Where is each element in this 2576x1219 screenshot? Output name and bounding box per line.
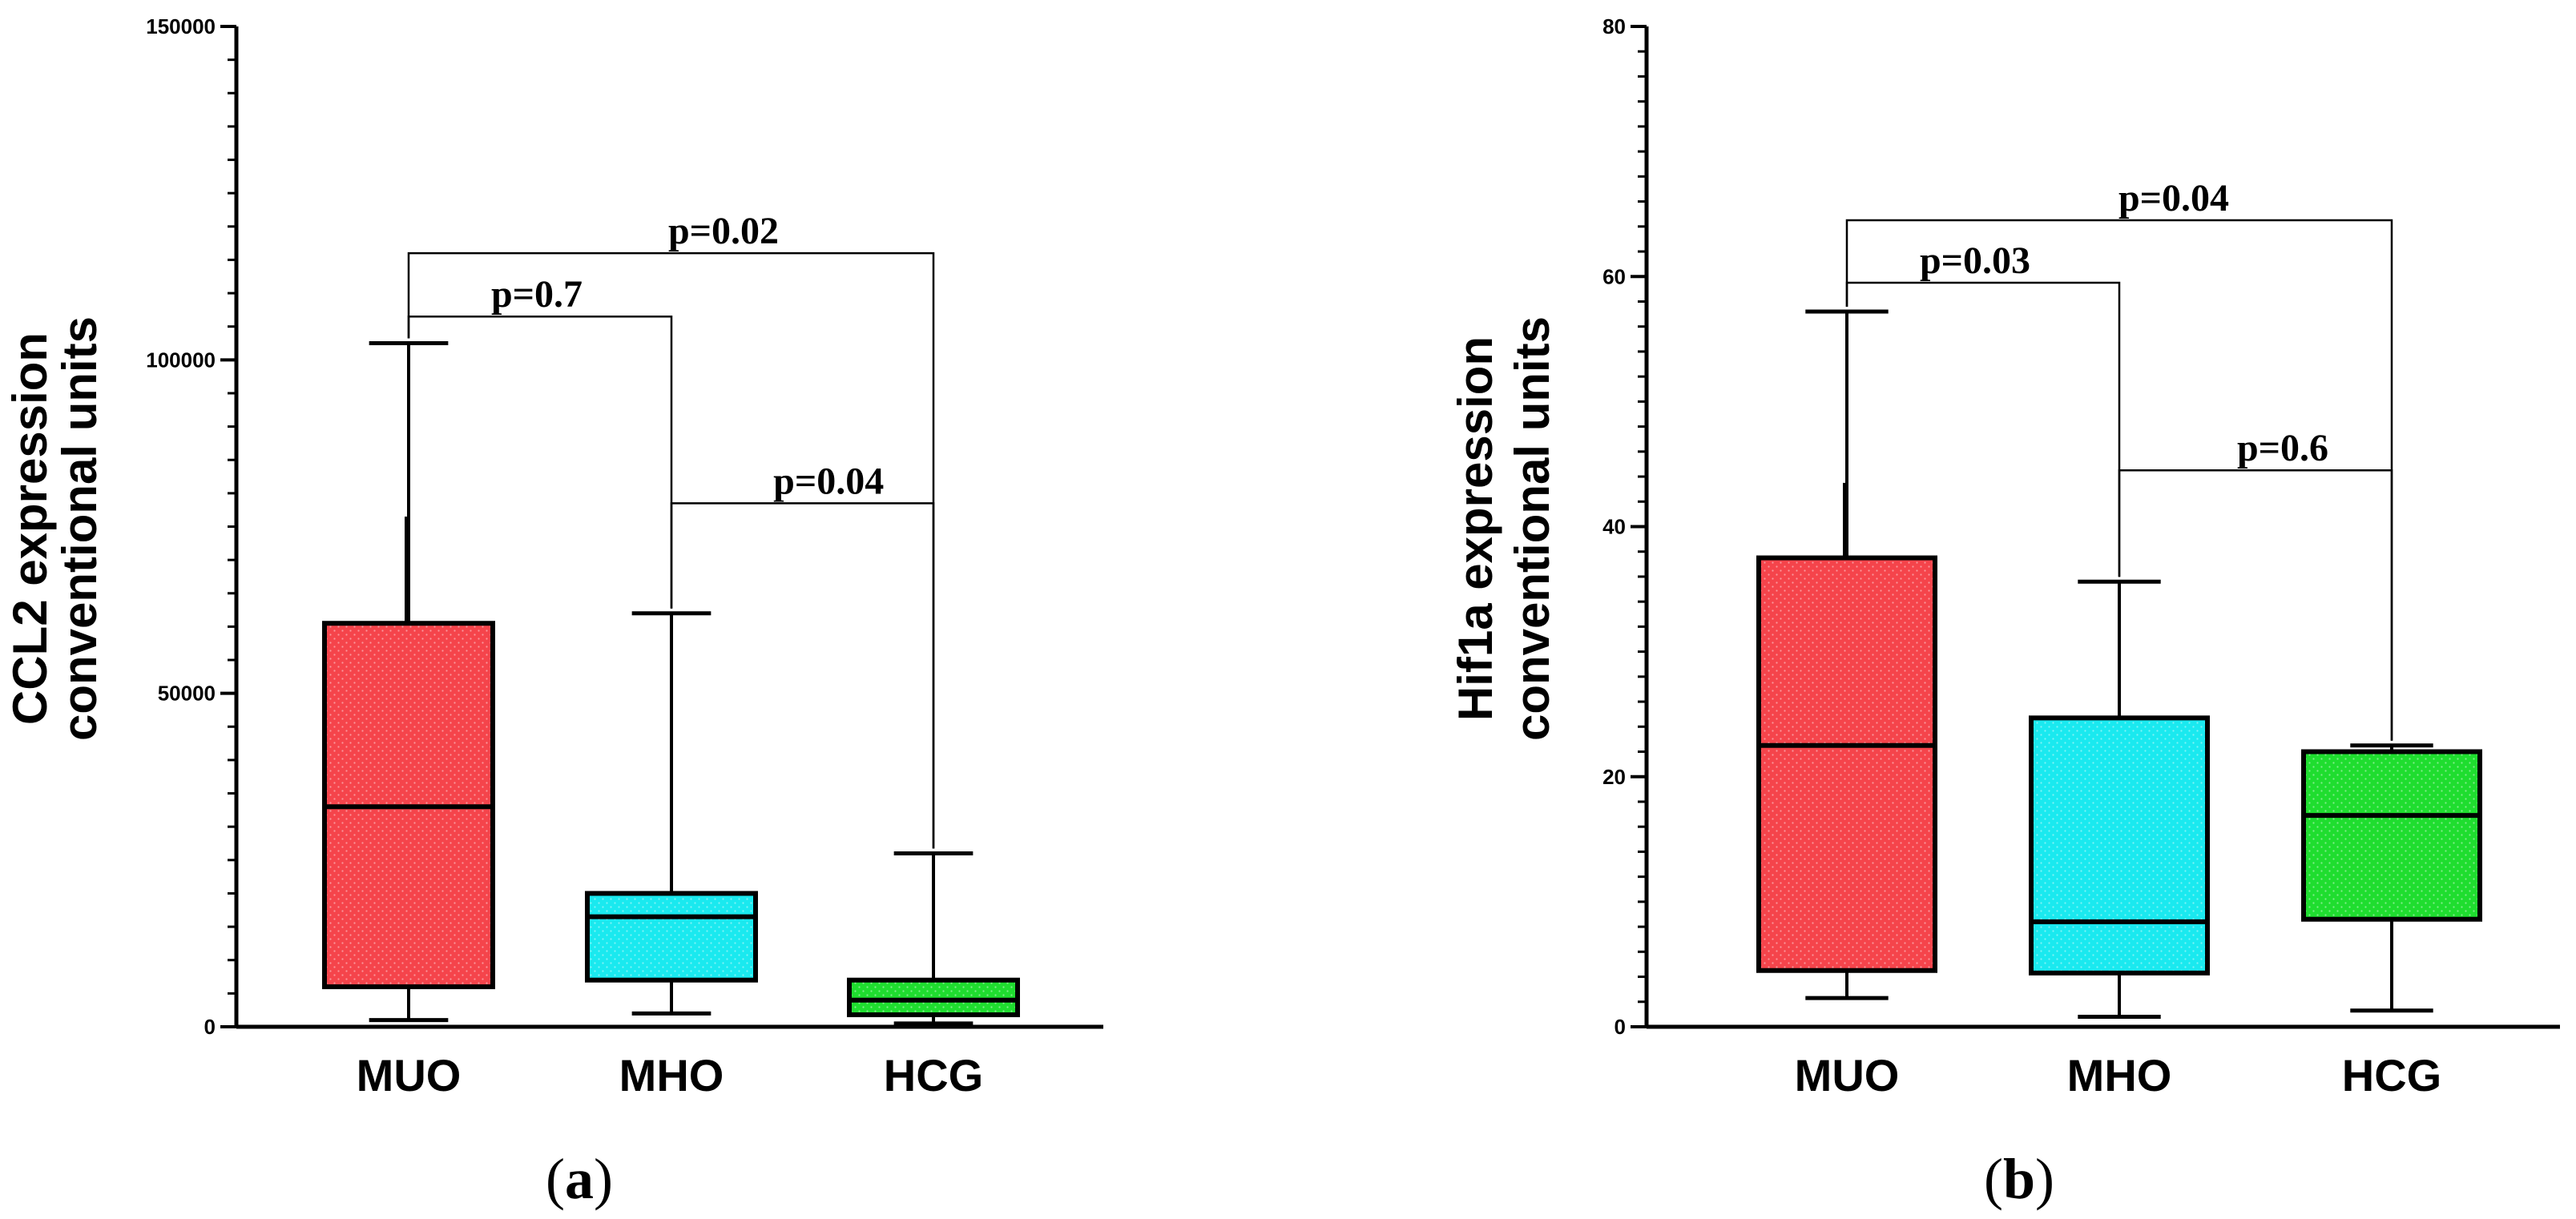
chart-b-ticks: 0 20 40 60 80 MUO MHO HCG — [1602, 14, 2560, 1100]
comparison-mho-hcg: p=0.6 — [2118, 427, 2393, 741]
chart-b-ylabel-line1: Hif1a expression — [1449, 336, 1502, 721]
y-tick-label: 100000 — [146, 348, 216, 372]
box-mho — [2029, 579, 2210, 1020]
chart-a-ylabel-line2: conventional units — [53, 316, 107, 741]
y-tick-label: 60 — [1602, 264, 1626, 288]
box-texture — [2031, 718, 2207, 973]
chart-b-panel-letter: b — [2003, 1147, 2035, 1211]
x-category-label: HCG — [2342, 1050, 2441, 1100]
box-texture — [849, 980, 1018, 1016]
comparison-bracket — [407, 315, 673, 609]
y-tick-label: 0 — [1615, 1015, 1626, 1039]
box-texture — [2304, 751, 2480, 919]
p-value-label: p=0.7 — [491, 273, 583, 316]
chart-b-ylabel-line2: conventional units — [1506, 316, 1559, 741]
x-category-label: MUO — [357, 1050, 462, 1100]
x-category-label: MUO — [1795, 1050, 1900, 1100]
p-value-label: p=0.04 — [773, 460, 884, 502]
y-tick-label: 150000 — [146, 14, 216, 38]
box-outline — [847, 977, 1020, 1018]
chart-a-plot: p=0.7 p=0.02 p=0.04 — [322, 210, 1020, 1026]
box-muo — [1756, 309, 1937, 1000]
chart-a: CCL2 expression conventional units 0 5000… — [3, 14, 1103, 1211]
comparison-muo-mho: p=0.03 — [1845, 239, 2121, 577]
box-hcg — [2301, 743, 2482, 1013]
x-category-label: MHO — [619, 1050, 724, 1100]
box-mho — [585, 611, 758, 1016]
box-hcg — [847, 851, 1020, 1026]
chart-b-panel-label: (b) — [1984, 1147, 2054, 1211]
chart-a-ticks: 0 50000 100000 150000 MUO MHO HCG — [146, 14, 1103, 1100]
p-value-label: p=0.02 — [668, 210, 779, 252]
y-tick-label: 50000 — [158, 682, 216, 706]
x-category-label: HCG — [884, 1050, 983, 1100]
box-texture — [1759, 557, 1935, 971]
y-tick-label: 20 — [1602, 765, 1626, 789]
comparison-mho-hcg: p=0.04 — [670, 460, 935, 849]
p-value-label: p=0.04 — [2118, 177, 2229, 219]
y-tick-label: 80 — [1602, 14, 1626, 38]
p-value-label: p=0.03 — [1920, 239, 2030, 282]
chart-a-panel-letter: a — [565, 1147, 594, 1211]
chart-a-panel-label: (a) — [546, 1147, 613, 1211]
chart-a-ylabel: CCL2 expression conventional units — [3, 316, 107, 741]
y-tick-label: 0 — [204, 1015, 216, 1039]
box-muo — [322, 341, 495, 1023]
comparison-bracket — [670, 502, 935, 849]
chart-b: Hif1a expression conventional units 0 20 4… — [1449, 14, 2560, 1211]
y-tick-label: 40 — [1602, 515, 1626, 539]
box-outline — [1756, 555, 1937, 973]
comparison-muo-mho: p=0.7 — [407, 273, 673, 609]
box-outline — [585, 891, 758, 983]
box-outline — [2029, 715, 2210, 976]
x-category-label: MHO — [2067, 1050, 2172, 1100]
box-texture — [587, 893, 756, 980]
chart-b-plot: p=0.03 p=0.04 p=0.6 — [1756, 177, 2482, 1020]
p-value-label: p=0.6 — [2237, 427, 2328, 469]
chart-b-ylabel: Hif1a expression conventional units — [1449, 316, 1559, 741]
chart-a-ylabel-line1: CCL2 expression — [3, 332, 57, 725]
box-outline — [2301, 749, 2482, 922]
comparison-bracket — [2118, 469, 2393, 741]
comparison-bracket — [1845, 281, 2121, 577]
